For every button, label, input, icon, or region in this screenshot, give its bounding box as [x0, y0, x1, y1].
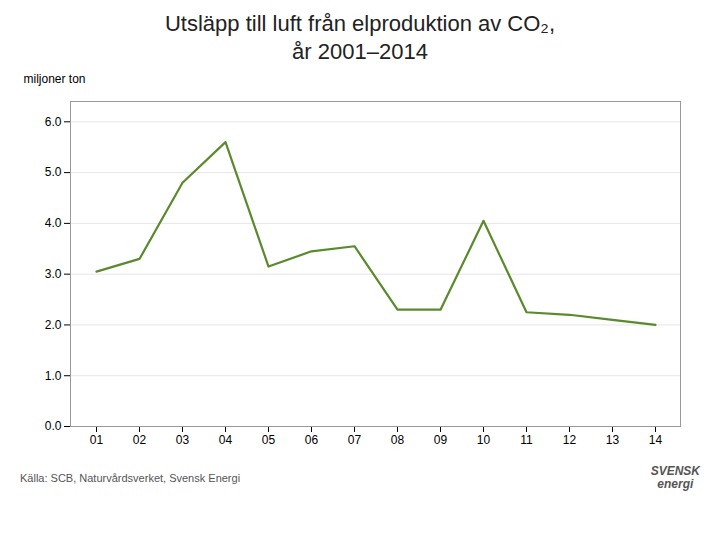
svg-text:01: 01	[90, 433, 104, 447]
svg-text:08: 08	[391, 433, 405, 447]
svg-text:05: 05	[262, 433, 276, 447]
svg-text:07: 07	[348, 433, 362, 447]
svg-text:1.0: 1.0	[45, 369, 62, 383]
svg-text:3.0: 3.0	[45, 267, 62, 281]
svg-text:11: 11	[520, 433, 533, 447]
svg-text:10: 10	[477, 433, 491, 447]
svg-text:12: 12	[563, 433, 577, 447]
svg-text:4.0: 4.0	[45, 216, 62, 230]
svg-text:13: 13	[606, 433, 620, 447]
svg-text:6.0: 6.0	[45, 115, 62, 129]
svg-text:06: 06	[305, 433, 319, 447]
svg-text:0.0: 0.0	[45, 419, 62, 433]
html-text:Källa: SCB, Naturvårdsverket,: Källa: SCB, Naturvårdsverket, Svensk Ene…	[20, 472, 241, 485]
svg-text:04: 04	[219, 433, 233, 447]
svg-text:14: 14	[649, 433, 663, 447]
svg-text:miljoner ton: miljoner ton	[24, 72, 86, 86]
svg-text:09: 09	[434, 433, 448, 447]
svg-text:5.0: 5.0	[45, 165, 62, 179]
svg-text:2.0: 2.0	[45, 318, 62, 332]
html-text:SVENSK energi: SVENSK energi	[650, 464, 700, 492]
html-text:år 2001–2014: år 2001–2014	[292, 38, 428, 64]
html-text:Utsläpp till luft från elprodu: Utsläpp till luft från elproduktion av C…	[165, 11, 555, 36]
svg-text:03: 03	[176, 433, 190, 447]
svg-text:02: 02	[133, 433, 147, 447]
